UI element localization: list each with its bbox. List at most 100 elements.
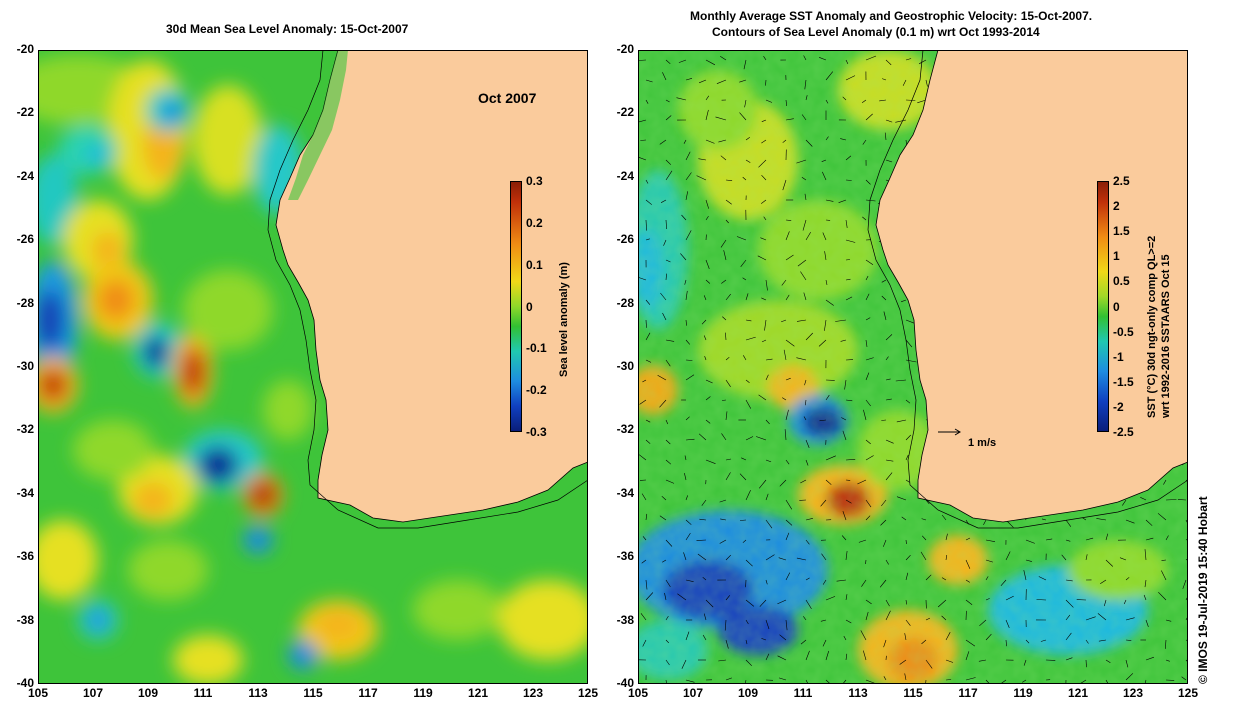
- velocity-arrow: [701, 319, 707, 325]
- right-lon-tick-label: 105: [627, 686, 649, 700]
- velocity-arrow: [885, 599, 890, 607]
- velocity-arrow: [802, 219, 807, 231]
- velocity-arrow: [804, 79, 807, 90]
- velocity-arrow: [665, 579, 671, 588]
- velocity-arrow: [665, 115, 672, 121]
- velocity-arrow: [765, 374, 769, 381]
- velocity-arrow: [921, 535, 927, 541]
- velocity-arrow: [759, 599, 767, 607]
- velocity-arrow: [842, 430, 847, 441]
- velocity-arrow: [905, 399, 911, 404]
- velocity-arrow: [1065, 632, 1072, 641]
- velocity-arrow: [804, 193, 807, 201]
- velocity-arrow: [645, 299, 651, 305]
- velocity-arrow: [1085, 554, 1088, 561]
- sst-colorbar-tick: 0.5: [1113, 274, 1130, 289]
- velocity-arrow: [699, 518, 707, 521]
- velocity-arrow: [880, 519, 887, 526]
- velocity-arrow: [761, 119, 767, 122]
- velocity-arrow: [725, 472, 731, 481]
- velocity-arrow: [645, 419, 651, 423]
- velocity-arrow: [845, 179, 852, 181]
- velocity-arrow: [763, 216, 767, 221]
- velocity-arrow: [895, 379, 907, 382]
- velocity-arrow: [1143, 594, 1147, 601]
- velocity-arrow: [865, 399, 871, 407]
- velocity-arrow: [645, 79, 653, 83]
- velocity-arrow: [835, 319, 847, 322]
- sla-colorbar-tick: 0.1: [526, 257, 543, 272]
- velocity-arrow: [985, 559, 993, 563]
- velocity-arrow: [885, 356, 889, 361]
- velocity-arrow: [685, 78, 693, 81]
- velocity-arrow: [825, 279, 828, 285]
- sst-colorbar-tick: -2.5: [1113, 425, 1134, 439]
- velocity-arrow: [904, 673, 907, 681]
- velocity-arrow: [777, 655, 787, 661]
- velocity-arrow: [925, 574, 932, 581]
- velocity-arrow: [742, 277, 747, 281]
- velocity-arrow: [1144, 549, 1147, 561]
- velocity-arrow: [1025, 639, 1030, 644]
- velocity-arrow: [881, 78, 887, 81]
- velocity-arrow: [715, 116, 727, 121]
- velocity-arrow: [641, 493, 647, 501]
- sla-colorbar-tick: 0: [526, 299, 533, 314]
- velocity-arrow: [698, 158, 707, 161]
- velocity-arrow: [1165, 639, 1167, 649]
- velocity-arrow: [1125, 659, 1129, 668]
- velocity-arrow: [896, 496, 907, 501]
- velocity-arrow: [785, 294, 790, 301]
- right-lat-tick-label: -36: [616, 549, 634, 564]
- velocity-arrow: [645, 179, 649, 184]
- left-lon-tick-label: 111: [193, 686, 213, 700]
- velocity-arrow: [785, 254, 794, 261]
- velocity-arrow: [1185, 639, 1188, 642]
- velocity-arrow: [703, 613, 707, 621]
- velocity-arrow: [983, 519, 987, 526]
- velocity-arrow: [865, 275, 869, 281]
- velocity-arrow: [725, 356, 730, 361]
- velocity-arrow: [865, 339, 868, 347]
- velocity-arrow: [665, 459, 672, 465]
- right-map-title-line2: Contours of Sea Level Anomaly (0.1 m) wr…: [712, 25, 1040, 39]
- velocity-arrow: [665, 679, 667, 684]
- velocity-arrow: [638, 156, 647, 161]
- velocity-arrow: [885, 459, 894, 462]
- left-lat-tick-label: -30: [16, 359, 34, 373]
- velocity-arrow: [704, 355, 707, 361]
- velocity-arrow: [1177, 499, 1187, 501]
- velocity-arrow: [777, 599, 787, 605]
- velocity-arrow: [744, 99, 747, 108]
- velocity-arrow: [685, 339, 691, 345]
- velocity-arrow: [683, 139, 687, 144]
- velocity-arrow: [724, 619, 727, 631]
- velocity-arrow: [685, 359, 693, 361]
- velocity-arrow: [660, 292, 667, 301]
- velocity-arrow: [965, 677, 976, 681]
- velocity-arrow: [825, 299, 834, 306]
- velocity-arrow: [805, 439, 810, 449]
- velocity-arrow: [1104, 599, 1107, 607]
- australia-landmass-right: [875, 50, 1188, 523]
- velocity-arrow: [683, 552, 687, 561]
- sea-level-anomaly-map: [38, 50, 588, 684]
- velocity-arrow: [1097, 613, 1107, 621]
- velocity-arrow: [725, 677, 733, 681]
- velocity-arrow: [782, 139, 787, 143]
- velocity-arrow: [825, 394, 830, 401]
- velocity-arrow: [705, 215, 709, 221]
- velocity-arrow: [702, 576, 707, 581]
- velocity-arrow: [765, 279, 768, 291]
- left-lon-tick-label: 105: [27, 686, 49, 700]
- velocity-arrow: [657, 374, 667, 381]
- velocity-arrow: [941, 514, 947, 521]
- velocity-arrow: [745, 619, 749, 625]
- velocity-arrow: [805, 599, 812, 610]
- velocity-arrow: [719, 539, 727, 544]
- velocity-arrow: [745, 319, 752, 322]
- velocity-arrow: [838, 199, 847, 203]
- velocity-arrow: [796, 159, 807, 164]
- velocity-arrow: [705, 59, 716, 66]
- velocity-arrow: [865, 611, 869, 621]
